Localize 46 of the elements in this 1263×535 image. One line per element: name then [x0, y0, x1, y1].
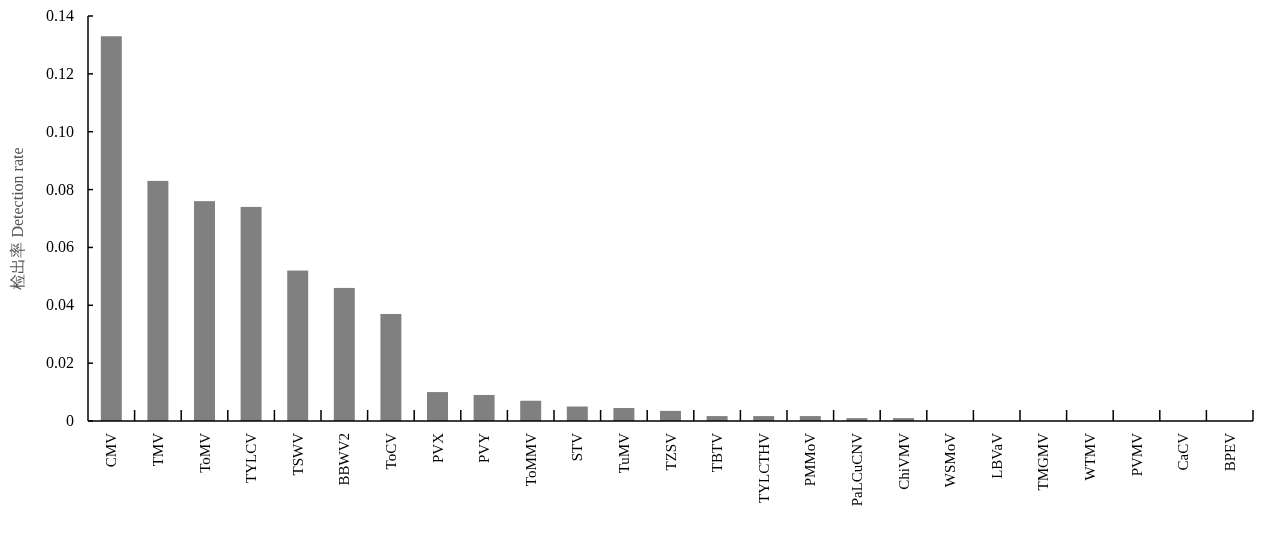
x-tick-label: TYLCTHV: [755, 432, 772, 503]
bar: [333, 287, 355, 421]
x-tick-label: BPEV: [1221, 432, 1238, 472]
x-tick-label: PMMoV: [802, 432, 819, 487]
bar: [194, 201, 215, 421]
x-tick-label: ToMV: [196, 432, 213, 473]
bar: [240, 206, 262, 421]
y-tick-label: 0.08: [46, 180, 74, 198]
y-tick-label: 0.10: [46, 122, 74, 140]
y-tick-label: 0.14: [46, 7, 74, 24]
x-tick-label: ToMMV: [522, 432, 539, 487]
y-tick-label: 0: [66, 412, 74, 429]
x-tick-label: TBTV: [709, 432, 726, 473]
y-tick-label: 0.02: [46, 354, 74, 372]
x-tick-label: CaCV: [1175, 432, 1192, 471]
x-tick-label: PVX: [429, 432, 446, 464]
bar: [473, 394, 495, 421]
bar: [613, 407, 635, 421]
x-tick-label: PaLCuCNV: [848, 432, 865, 507]
x-tick-label: CMV: [103, 432, 120, 468]
x-tick-label: TMGMV: [1035, 432, 1052, 491]
x-tick-label: TZSV: [662, 432, 679, 471]
x-tick-label: LBVaV: [988, 432, 1005, 479]
y-axis-title: 检出率 Detection rate: [9, 147, 26, 290]
x-tick-label: ChiVMV: [895, 432, 912, 490]
bar: [566, 406, 588, 421]
bar: [520, 400, 542, 421]
x-tick-label: TYLCV: [243, 432, 260, 483]
x-tick-label: BBWV2: [336, 433, 353, 486]
x-tick-label: PVY: [476, 432, 493, 464]
x-tick-label: TSWV: [289, 432, 306, 476]
x-tick-label: TuMV: [615, 432, 632, 474]
bar: [380, 313, 402, 421]
x-tick-label: PVMV: [1128, 432, 1145, 477]
x-tick-label: WSMoV: [942, 432, 959, 488]
y-tick-label: 0.04: [46, 296, 74, 314]
x-tick-label: TMV: [149, 432, 166, 467]
x-tick-label: WTMV: [1081, 432, 1098, 481]
bar: [287, 270, 309, 421]
x-tick-label: STV: [569, 432, 586, 462]
x-tick-label: ToCV: [382, 432, 399, 470]
y-tick-label: 0.06: [46, 238, 74, 256]
bar: [100, 36, 122, 421]
bar: [427, 392, 448, 421]
y-tick-label: 0.12: [46, 64, 74, 82]
bar: [147, 180, 169, 421]
